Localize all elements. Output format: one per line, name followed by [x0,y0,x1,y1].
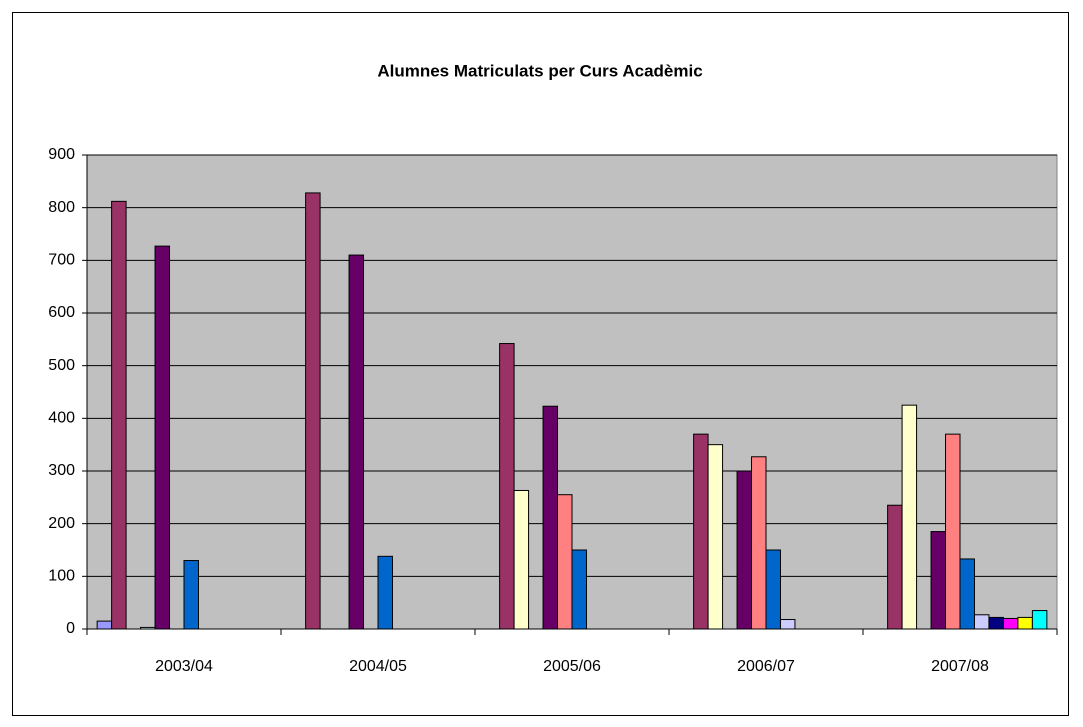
x-tick-label: 2004/05 [349,658,407,675]
bar [959,558,975,630]
y-tick-label: 800 [48,199,75,216]
bar [1031,610,1048,630]
bar [945,433,961,630]
bar [1017,616,1033,630]
bar [377,555,393,630]
bar [513,489,530,630]
bar [988,616,1004,630]
bar [765,549,781,630]
bar [901,404,918,630]
bar [96,620,113,630]
chart-title: Alumnes Matriculats per Curs Acadèmic [377,61,702,80]
y-tick-label: 500 [48,357,75,374]
bar [542,405,559,630]
y-tick-label: 0 [66,620,75,637]
x-tick-label: 2003/04 [155,658,213,675]
y-tick-label: 900 [48,146,75,163]
bar [1002,617,1019,630]
bar [183,560,199,630]
y-tick-label: 300 [48,462,75,479]
y-tick-label: 700 [48,252,75,269]
bar [779,619,796,630]
bar [930,531,947,630]
y-tick-label: 600 [48,304,75,321]
bar [707,444,724,630]
bar [751,456,767,630]
bar [736,470,753,630]
y-tick-label: 200 [48,515,75,532]
bar [305,192,321,630]
y-tick-label: 100 [48,568,75,585]
y-tick-label: 400 [48,410,75,427]
bar [693,433,709,630]
bar [557,494,573,630]
bar [571,549,587,630]
bar [111,200,127,630]
bar [154,245,171,630]
x-tick-label: 2005/06 [543,658,601,675]
bar [348,254,365,630]
bar [973,614,990,630]
bar [887,504,903,630]
bar [499,343,515,630]
x-tick-label: 2007/08 [931,658,989,675]
x-tick-label: 2006/07 [737,658,795,675]
